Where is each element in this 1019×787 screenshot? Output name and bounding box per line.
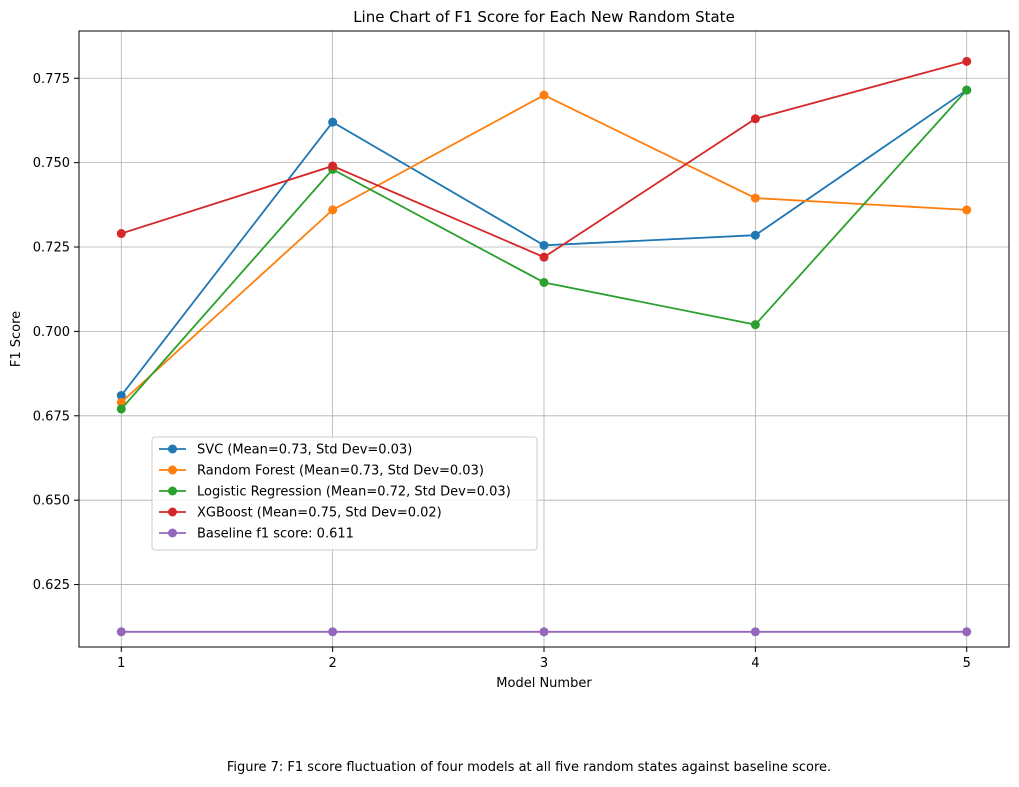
data-point: [962, 627, 972, 637]
data-point: [116, 627, 126, 637]
y-tick-label: 0.775: [33, 72, 70, 87]
legend-label: Logistic Regression (Mean=0.72, Std Dev=…: [197, 485, 511, 500]
data-point: [328, 161, 338, 171]
legend-marker: [168, 444, 177, 454]
legend-item: SVC (Mean=0.73, Std Dev=0.03): [159, 443, 412, 458]
series-2: [116, 90, 972, 407]
x-tick-label: 2: [328, 656, 336, 671]
data-point: [328, 205, 338, 215]
legend-item: Logistic Regression (Mean=0.72, Std Dev=…: [159, 485, 511, 500]
data-point: [539, 90, 549, 100]
legend: SVC (Mean=0.73, Std Dev=0.03) Random Fore…: [151, 436, 538, 551]
legend-marker: [168, 528, 177, 538]
y-tick-label: 0.750: [33, 156, 70, 171]
data-point: [328, 117, 338, 127]
legend-marker: [168, 507, 177, 517]
series-5: [116, 627, 972, 637]
data-point: [539, 240, 549, 250]
legend-item: Baseline f1 score: 0.611: [159, 527, 354, 542]
data-point: [962, 56, 972, 66]
data-point: [750, 230, 760, 240]
x-tick-label: 3: [540, 656, 548, 671]
legend-marker: [168, 465, 177, 475]
data-point: [962, 85, 972, 95]
data-point: [962, 205, 972, 215]
chart-title: Line Chart of F1 Score for Each New Rand…: [353, 8, 735, 26]
x-tick-label: 1: [117, 656, 125, 671]
data-point: [116, 404, 126, 414]
data-point: [539, 627, 549, 637]
legend-label: SVC (Mean=0.73, Std Dev=0.03): [197, 443, 412, 458]
series-lines: [116, 56, 972, 637]
series-4: [116, 56, 972, 262]
line-chart: Line Chart of F1 Score for Each New Rand…: [9, 8, 1010, 691]
x-tick-label: 5: [963, 656, 971, 671]
x-axis-label: Model Number: [496, 676, 592, 691]
legend-label: Random Forest (Mean=0.73, Std Dev=0.03): [197, 464, 484, 479]
legend-frame: [151, 436, 538, 551]
y-tick-label: 0.725: [33, 241, 70, 256]
y-tick-label: 0.700: [33, 325, 70, 340]
data-point: [750, 627, 760, 637]
x-tick-label: 4: [751, 656, 759, 671]
y-tick-label: 0.650: [33, 494, 70, 509]
data-point: [116, 229, 126, 239]
data-point: [539, 277, 549, 287]
grid-lines: [79, 31, 1009, 647]
y-tick-label: 0.675: [33, 409, 70, 424]
legend-item: XGBoost (Mean=0.75, Std Dev=0.02): [159, 506, 442, 521]
legend-item: Random Forest (Mean=0.73, Std Dev=0.03): [159, 464, 484, 479]
data-point: [328, 627, 338, 637]
legend-label: Baseline f1 score: 0.611: [197, 527, 354, 542]
axis-ticks: 1 2 3 4 5 0.625 0.650 0.675 0.700 0.725 0.750 0.775: [33, 72, 971, 671]
data-point: [539, 252, 549, 262]
data-point: [750, 320, 760, 330]
data-point: [750, 193, 760, 203]
figure-caption: Figure 7: F1 score fluctuation of four m…: [226, 760, 832, 775]
legend-marker: [168, 486, 177, 496]
legend-label: XGBoost (Mean=0.75, Std Dev=0.02): [197, 506, 442, 521]
y-tick-label: 0.625: [33, 578, 70, 593]
data-point: [750, 114, 760, 124]
data-point: [116, 397, 126, 407]
data-point: [116, 391, 126, 401]
y-axis-label: F1 Score: [9, 311, 24, 367]
